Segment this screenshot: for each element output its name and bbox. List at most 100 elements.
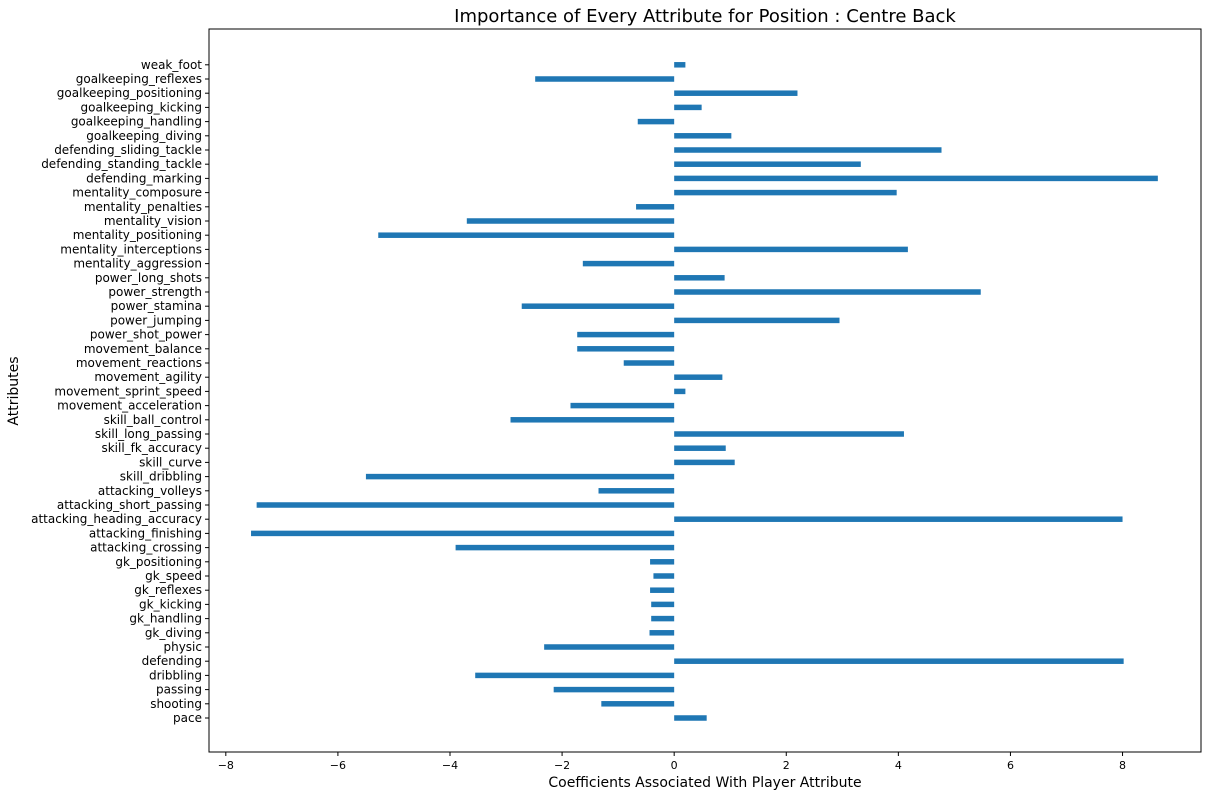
bar-attacking-finishing — [251, 530, 675, 537]
bar-movement-reactions — [623, 360, 675, 366]
bar-defending — [674, 658, 1124, 664]
y-axis-label: Attributes — [6, 356, 22, 425]
bar-goalkeeping-reflexes — [535, 76, 675, 82]
category-label-attacking-short-passing: attacking_short_passing — [57, 498, 202, 512]
category-label-weak-foot: weak_foot — [141, 58, 202, 72]
category-label-attacking-heading-accuracy: attacking_heading_accuracy — [31, 512, 202, 526]
category-label-shooting: shooting — [150, 697, 202, 711]
bar-movement-sprint-speed — [674, 388, 686, 395]
category-label-goalkeeping-kicking: goalkeeping_kicking — [81, 100, 203, 114]
category-label-attacking-volleys: attacking_volleys — [98, 484, 202, 498]
category-label-gk-speed: gk_speed — [145, 569, 202, 583]
x-tick-label: 4 — [895, 759, 902, 772]
bar-mentality-positioning — [378, 232, 675, 238]
bar-power-jumping — [674, 317, 840, 324]
category-label-skill-curve: skill_curve — [139, 455, 202, 469]
bar-defending-standing-tackle — [674, 161, 861, 167]
category-label-mentality-vision: mentality_vision — [104, 214, 202, 228]
bar-goalkeeping-diving — [674, 133, 732, 139]
bar-power-shot-power — [577, 331, 675, 338]
x-tick-label: 0 — [671, 759, 678, 772]
category-label-defending-sliding-tackle: defending_sliding_tackle — [54, 143, 202, 157]
bar-gk-kicking — [651, 601, 675, 608]
category-label-skill-dribbling: skill_dribbling — [120, 470, 202, 484]
category-label-attacking-crossing: attacking_crossing — [90, 541, 202, 555]
bar-movement-agility — [674, 374, 723, 380]
category-label-goalkeeping-diving: goalkeeping_diving — [86, 129, 202, 143]
category-label-goalkeeping-reflexes: goalkeeping_reflexes — [76, 72, 202, 86]
bar-skill-ball-control — [510, 417, 675, 423]
category-label-power-shot-power: power_shot_power — [90, 328, 202, 342]
category-label-movement-agility: movement_agility — [94, 370, 202, 384]
bar-power-strength — [674, 289, 981, 295]
bar-gk-speed — [653, 573, 675, 579]
category-label-gk-diving: gk_diving — [145, 626, 202, 640]
bar-movement-balance — [577, 346, 675, 352]
bar-gk-handling — [651, 615, 675, 622]
bar-weak-foot — [674, 62, 686, 68]
category-label-goalkeeping-handling: goalkeeping_handling — [71, 115, 202, 129]
category-label-gk-reflexes: gk_reflexes — [134, 583, 202, 597]
category-label-attacking-finishing: attacking_finishing — [89, 526, 202, 540]
category-label-movement-reactions: movement_reactions — [76, 356, 202, 370]
category-label-movement-balance: movement_balance — [84, 342, 202, 356]
category-label-power-jumping: power_jumping — [110, 313, 202, 327]
bar-attacking-short-passing — [256, 502, 675, 508]
category-label-power-long-shots: power_long_shots — [95, 271, 202, 285]
bar-dribbling — [475, 672, 675, 679]
bar-goalkeeping-handling — [637, 118, 675, 125]
category-label-mentality-penalties: mentality_penalties — [84, 200, 202, 214]
bar-goalkeeping-kicking — [674, 104, 702, 111]
category-labels-group: paceshootingpassingdribblingdefendingphy… — [31, 58, 209, 725]
bar-gk-reflexes — [650, 587, 675, 593]
bar-physic — [544, 644, 675, 650]
bar-skill-long-passing — [674, 431, 904, 437]
bar-movement-acceleration — [570, 402, 675, 409]
bar-passing — [553, 686, 675, 693]
category-label-passing: passing — [156, 683, 202, 697]
bar-mentality-aggression — [582, 260, 675, 267]
bar-power-stamina — [521, 303, 675, 309]
x-axis-label: Coefficients Associated With Player Attr… — [548, 775, 861, 791]
category-label-gk-positioning: gk_positioning — [115, 555, 202, 569]
category-label-mentality-composure: mentality_composure — [72, 186, 202, 200]
category-label-goalkeeping-positioning: goalkeeping_positioning — [57, 86, 202, 100]
x-tick-label: −8 — [218, 759, 234, 772]
bar-defending-marking — [674, 175, 1158, 182]
category-label-movement-sprint-speed: movement_sprint_speed — [54, 384, 202, 398]
category-label-mentality-interceptions: mentality_interceptions — [60, 242, 202, 256]
category-label-mentality-aggression: mentality_aggression — [73, 257, 202, 271]
category-label-defending-standing-tackle: defending_standing_tackle — [41, 157, 202, 171]
bar-gk-diving — [649, 630, 675, 636]
category-label-skill-long-passing: skill_long_passing — [95, 427, 202, 441]
category-label-dribbling: dribbling — [149, 668, 202, 682]
bar-gk-positioning — [650, 559, 675, 565]
bars-group — [251, 62, 1158, 721]
bar-attacking-heading-accuracy — [674, 516, 1123, 522]
plot-frame — [208, 28, 1202, 753]
category-label-defending: defending — [142, 654, 202, 668]
bar-pace — [674, 715, 707, 721]
category-label-gk-handling: gk_handling — [129, 612, 202, 626]
category-label-movement-acceleration: movement_acceleration — [57, 399, 202, 413]
category-label-pace: pace — [173, 711, 202, 725]
bar-goalkeeping-positioning — [674, 90, 798, 96]
bar-mentality-composure — [674, 189, 897, 196]
category-label-power-strength: power_strength — [108, 285, 202, 299]
category-label-power-stamina: power_stamina — [111, 299, 202, 313]
bar-mentality-vision — [466, 218, 675, 224]
x-tick-label: 6 — [1007, 759, 1014, 772]
bar-skill-dribbling — [365, 473, 675, 480]
bar-attacking-volleys — [598, 488, 675, 494]
bar-defending-sliding-tackle — [674, 147, 942, 153]
bar-skill-curve — [674, 459, 735, 466]
x-tick-label: −6 — [330, 759, 346, 772]
category-label-defending-marking: defending_marking — [86, 171, 202, 185]
x-tick-label: −2 — [554, 759, 570, 772]
category-label-physic: physic — [163, 640, 202, 654]
x-ticks-group: −8 −6 −4 −2 0 2 4 6 8 — [218, 752, 1126, 772]
bar-mentality-penalties — [636, 204, 675, 210]
category-label-skill-fk-accuracy: skill_fk_accuracy — [101, 441, 202, 455]
x-tick-label: −4 — [442, 759, 458, 772]
